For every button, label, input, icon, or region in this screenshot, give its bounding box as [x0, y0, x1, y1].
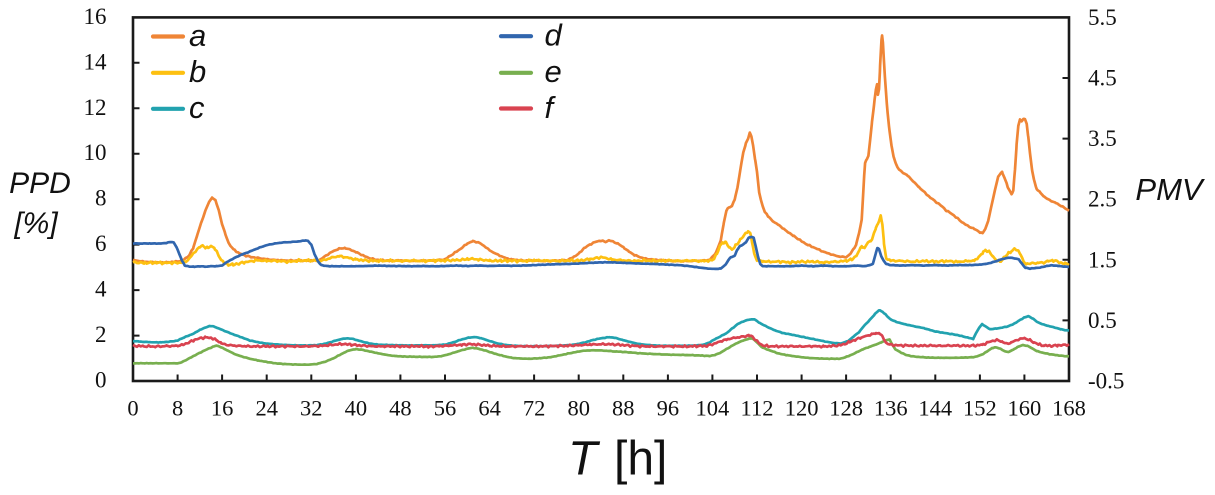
- svg-text:0: 0: [95, 368, 107, 393]
- svg-text:e: e: [545, 54, 562, 89]
- svg-text:b: b: [189, 54, 206, 89]
- svg-text:T: T: [568, 433, 601, 486]
- svg-text:152: 152: [963, 396, 997, 421]
- svg-text:72: 72: [523, 396, 546, 421]
- svg-text:56: 56: [434, 396, 457, 421]
- svg-text:160: 160: [1008, 396, 1042, 421]
- svg-text:16: 16: [211, 396, 234, 421]
- svg-text:[h]: [h]: [614, 433, 667, 486]
- svg-text:104: 104: [696, 396, 730, 421]
- svg-text:d: d: [545, 18, 564, 53]
- svg-text:136: 136: [874, 396, 908, 421]
- svg-text:8: 8: [95, 186, 107, 211]
- svg-text:144: 144: [918, 396, 952, 421]
- svg-text:168: 168: [1052, 396, 1086, 421]
- svg-text:24: 24: [255, 396, 278, 421]
- svg-text:5.5: 5.5: [1088, 5, 1117, 30]
- svg-text:c: c: [189, 90, 205, 125]
- svg-text:88: 88: [612, 396, 635, 421]
- svg-text:4.5: 4.5: [1088, 66, 1117, 91]
- svg-text:0.5: 0.5: [1088, 308, 1117, 333]
- svg-text:1.5: 1.5: [1088, 247, 1117, 272]
- svg-text:0: 0: [127, 396, 138, 421]
- svg-text:112: 112: [741, 396, 774, 421]
- svg-text:PMV: PMV: [1135, 172, 1206, 207]
- svg-text:2.5: 2.5: [1088, 187, 1117, 212]
- svg-text:4: 4: [95, 277, 107, 302]
- svg-text:48: 48: [389, 396, 412, 421]
- svg-text:80: 80: [567, 396, 590, 421]
- svg-text:16: 16: [84, 4, 107, 29]
- svg-text:32: 32: [300, 396, 323, 421]
- svg-text:8: 8: [172, 396, 183, 421]
- svg-text:40: 40: [345, 396, 368, 421]
- svg-text:96: 96: [657, 396, 680, 421]
- svg-text:64: 64: [478, 396, 501, 421]
- svg-text:[%]: [%]: [13, 207, 58, 240]
- svg-text:128: 128: [829, 396, 863, 421]
- svg-text:12: 12: [84, 95, 107, 120]
- svg-text:3.5: 3.5: [1088, 126, 1117, 151]
- svg-text:PPD: PPD: [9, 167, 71, 200]
- svg-text:6: 6: [95, 231, 107, 256]
- svg-text:10: 10: [84, 140, 107, 165]
- svg-text:a: a: [189, 18, 206, 53]
- svg-text:-0.5: -0.5: [1088, 369, 1124, 394]
- svg-text:120: 120: [785, 396, 819, 421]
- svg-text:14: 14: [84, 49, 108, 74]
- svg-text:2: 2: [95, 322, 107, 347]
